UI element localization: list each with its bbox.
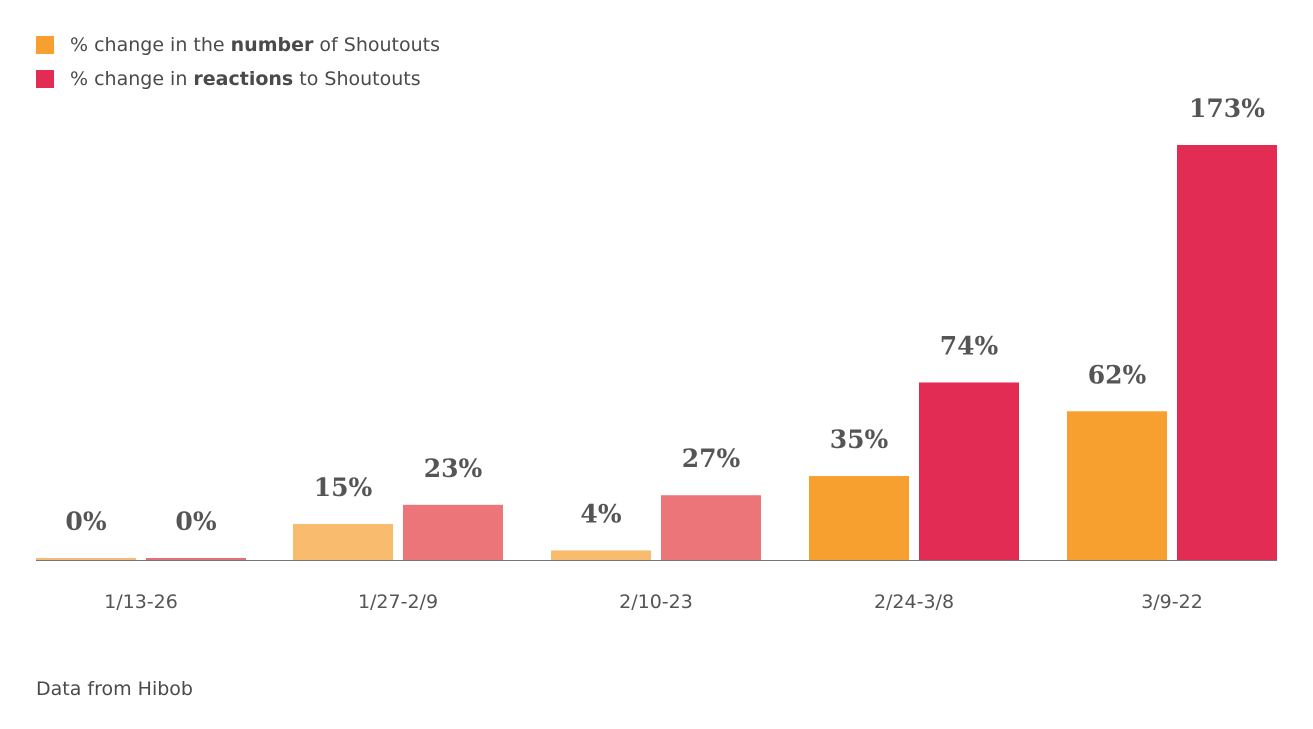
legend-item-number: % change in the number of Shoutouts [36,28,440,62]
bar-reactions-1 [403,504,503,560]
bar-number-4 [1067,411,1167,560]
x-tick-label-3: 2/24-3/8 [874,591,954,613]
data-label-reactions-4: 173% [1189,94,1265,123]
legend-item-reactions: % change in reactions to Shoutouts [36,62,440,96]
bar-number-0 [36,558,136,560]
legend-swatch-reactions [36,70,54,88]
bar-number-3 [809,476,909,560]
legend: % change in the number of Shoutouts % ch… [36,28,440,96]
data-label-number-2: 4% [580,499,621,528]
data-label-reactions-2: 27% [682,444,741,473]
bar-reactions-2 [661,495,761,560]
data-label-reactions-0: 0% [175,507,216,536]
x-tick-label-0: 1/13-26 [104,591,178,613]
x-tick-label-4: 3/9-22 [1141,591,1203,613]
legend-label-number: % change in the number of Shoutouts [70,34,440,56]
data-label-number-4: 62% [1088,360,1147,389]
data-label-reactions-1: 23% [424,454,483,483]
bar-reactions-4 [1177,145,1277,560]
bar-reactions-0 [146,558,246,560]
legend-swatch-number [36,36,54,54]
data-label-number-0: 0% [65,507,106,536]
bar-number-1 [293,524,393,560]
source-note: Data from Hibob [36,678,193,700]
data-label-number-3: 35% [830,425,889,454]
x-tick-label-2: 2/10-23 [619,591,693,613]
data-label-number-1: 15% [314,473,373,502]
legend-label-reactions: % change in reactions to Shoutouts [70,68,421,90]
data-label-reactions-3: 74% [940,331,999,360]
bar-number-2 [551,550,651,560]
x-tick-label-1: 1/27-2/9 [358,591,438,613]
bar-reactions-3 [919,382,1019,560]
